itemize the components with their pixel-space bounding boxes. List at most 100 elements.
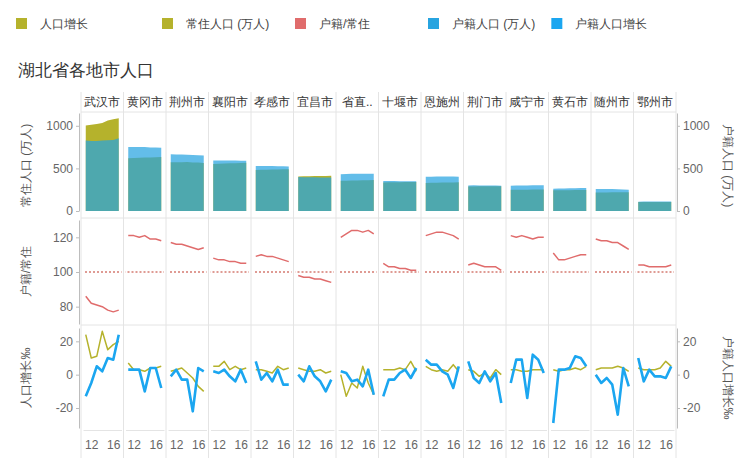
tick: 16	[320, 430, 334, 452]
column-header: 鄂州市	[637, 95, 673, 109]
line	[86, 296, 119, 312]
tick-label: 500	[683, 162, 703, 176]
x-axis: 1216	[84, 430, 123, 452]
chart-svg: 湖北省各地市人口 人口增长常住人口 (万人)户籍/常住户籍人口 (万人)户籍人口增…	[0, 0, 751, 462]
tick-label: 12	[213, 438, 227, 452]
tick-mark	[677, 126, 680, 127]
line	[511, 355, 544, 398]
tick-mark	[76, 341, 79, 342]
y2-axis-title: 户籍人口增长‰	[721, 336, 735, 420]
line	[596, 368, 629, 415]
tick-label: 500	[53, 162, 73, 176]
area	[86, 138, 119, 211]
tick: 0	[677, 368, 690, 382]
tick-label: 16	[490, 438, 504, 452]
tick-mark	[677, 168, 680, 169]
area	[511, 185, 544, 211]
reference-line	[551, 271, 590, 272]
panel	[423, 232, 462, 272]
tick-label: 16	[617, 438, 631, 452]
reference-line	[338, 271, 377, 272]
column-header: 咸宁市	[509, 95, 545, 109]
line	[638, 361, 671, 369]
area	[298, 177, 331, 211]
line	[256, 366, 289, 373]
tick: 12	[128, 430, 142, 452]
column-separator	[421, 92, 422, 458]
column-header: 随州市	[594, 95, 630, 109]
line	[426, 360, 459, 388]
panel	[381, 263, 420, 272]
y2-axis: -20020	[677, 329, 701, 429]
tick-mark	[677, 341, 680, 342]
tick-label: 12	[425, 438, 439, 452]
panel	[171, 368, 204, 411]
legend-swatch	[551, 18, 562, 29]
line	[213, 370, 246, 383]
tick: 16	[575, 430, 589, 452]
panel	[468, 361, 501, 403]
panel	[551, 253, 590, 272]
tick-label: 12	[638, 438, 652, 452]
column-header: 省直..	[342, 95, 373, 109]
tick: 20	[60, 335, 79, 349]
tick-label: 0	[66, 368, 73, 382]
reference-line	[211, 271, 250, 272]
column-header: 黄石市	[552, 95, 588, 109]
column-header: 荆门市	[467, 95, 503, 109]
tick: 16	[405, 430, 419, 452]
legend-item: 常住人口 (万人)	[162, 17, 269, 31]
x-axis: 1216	[424, 430, 463, 452]
legend-swatch	[428, 18, 439, 29]
tick: 500	[677, 162, 703, 176]
x-axis: 1216	[296, 430, 335, 452]
legend: 人口增长常住人口 (万人)户籍/常住户籍人口 (万人)户籍人口增长	[16, 17, 647, 31]
row-separator	[81, 325, 676, 326]
tick-label: 16	[405, 438, 419, 452]
panel	[128, 147, 161, 211]
line	[511, 236, 544, 239]
panel	[511, 355, 544, 398]
line	[213, 258, 246, 263]
x-axis: 1216	[254, 430, 293, 452]
column-headers: 武汉市黄冈市荆州市襄阳市孝感市宜昌市省直..十堰市恩施州荆门市咸宁市黄石市随州市…	[84, 95, 673, 109]
tick: 100	[53, 265, 79, 279]
tick-label: 16	[277, 438, 291, 452]
tick-mark	[677, 211, 680, 212]
tick: 12	[638, 430, 652, 452]
area	[213, 160, 246, 211]
tick: 12	[170, 430, 184, 452]
line	[298, 368, 331, 373]
reference-line	[168, 271, 207, 272]
tick-label: 16	[107, 438, 121, 452]
axis-line	[466, 430, 505, 431]
legend-label: 户籍人口 (万人)	[452, 17, 535, 31]
axis-line	[126, 430, 165, 431]
tick: 12	[425, 430, 439, 452]
panel	[426, 176, 459, 211]
line	[341, 230, 374, 237]
title: 湖北省各地市人口	[18, 61, 154, 80]
axis-line	[424, 430, 463, 431]
tick-label: 16	[532, 438, 546, 452]
axis-line	[79, 329, 80, 429]
column-separator	[251, 92, 252, 458]
panel	[256, 361, 289, 384]
x-axis: 1216	[551, 430, 590, 452]
tick-label: 16	[362, 438, 376, 452]
axis-line	[677, 114, 678, 212]
tick: 0	[66, 368, 79, 382]
panel	[426, 360, 459, 388]
reference-line	[423, 271, 462, 272]
tick-label: 100	[53, 265, 73, 279]
x-axis: 1216	[381, 430, 420, 452]
panel	[253, 255, 292, 272]
tick-label: 12	[128, 438, 142, 452]
column-separator	[463, 92, 464, 458]
tick-label: 80	[60, 300, 74, 314]
x-axis: 1216	[466, 430, 505, 452]
tick: 16	[107, 430, 121, 452]
y-axis: -20020	[56, 329, 80, 429]
area	[468, 185, 501, 211]
frame	[81, 92, 676, 458]
